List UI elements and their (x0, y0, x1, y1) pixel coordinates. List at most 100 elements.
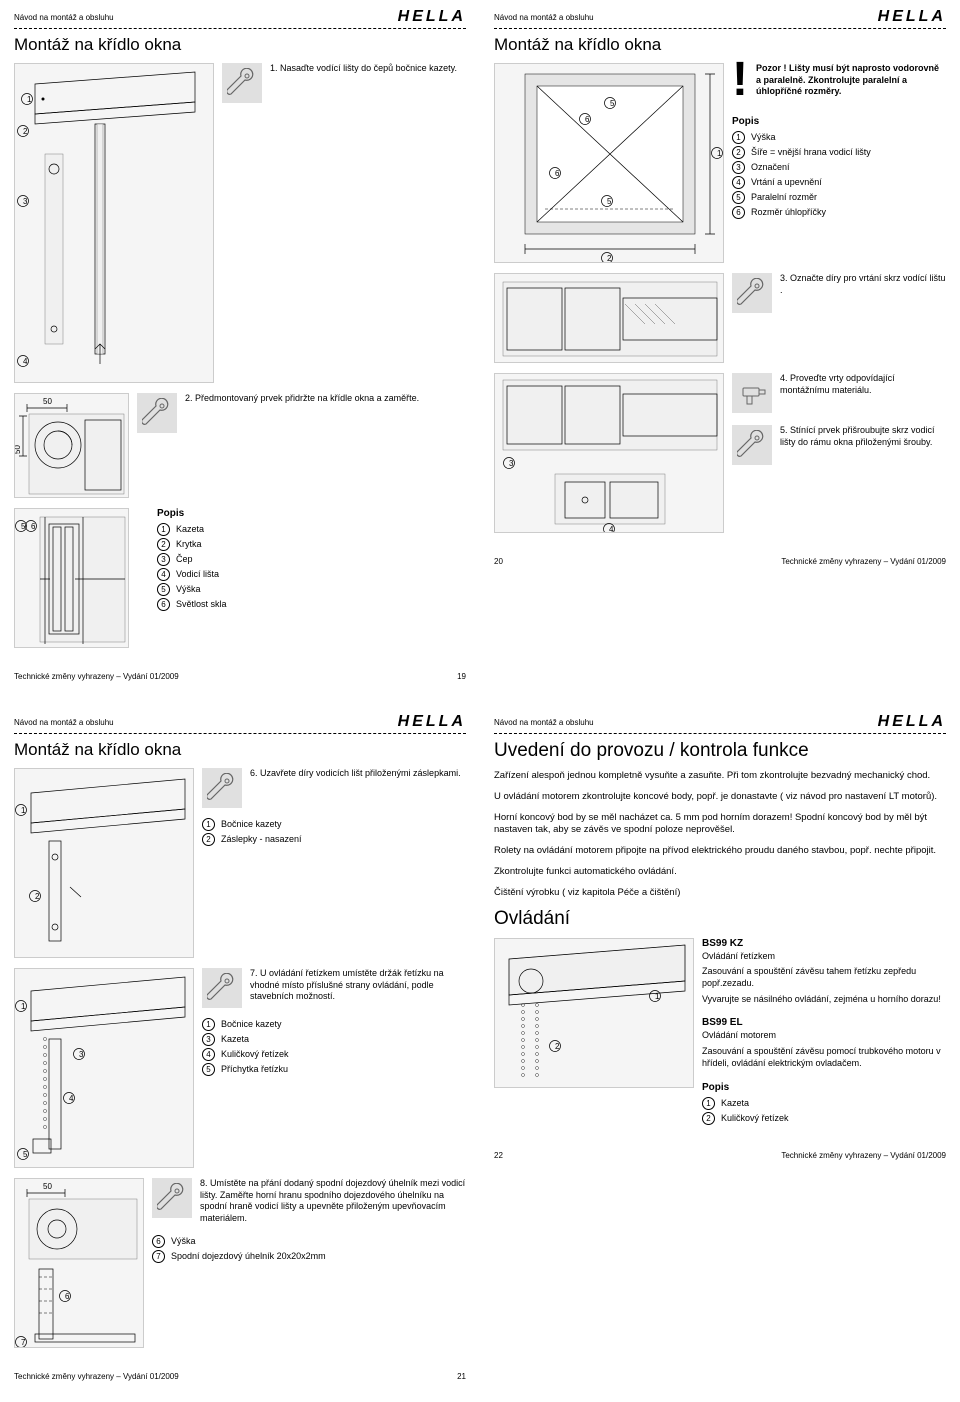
popis-item: 5Příchytka řetízku (202, 1063, 466, 1076)
page-footer: Technické změny vyhrazeny – Vydání 01/20… (14, 1368, 466, 1381)
step6-row: 1 2 6. Uzavřete díry vodicích lišt přilo… (14, 768, 466, 958)
diagram-window-front: 2 1 5 5 6 6 (494, 63, 724, 263)
popis-number: 2 (157, 538, 170, 551)
popis-label: Rozměr úhlopříčky (751, 207, 826, 217)
step1-row: 1 2 3 4 1. Nasaďte (14, 63, 466, 383)
popis-number: 3 (157, 553, 170, 566)
step7-row: 1 3 4 5 7. U ovládání řetízkem umístěte … (14, 968, 466, 1168)
popis-list-19: 1Kazeta2Krytka3Čep4Vodicí lišta5Výška6Sv… (157, 523, 466, 611)
page-header: Návod na montáž a obsluhu HELLA (14, 713, 466, 734)
popis-number: 7 (152, 1250, 165, 1263)
popis-list-22: 1Kazeta2Kuličkový řetízek (702, 1097, 946, 1125)
popis-list-20: 1Výška2Šíře = vnější hrana vodicí lišty3… (732, 131, 946, 219)
step6-text: 6. Uzavřete díry vodicích lišt přiložený… (250, 768, 461, 780)
el-text: Zasouvání a spouštění závěsu pomocí trub… (702, 1046, 946, 1069)
wrench-icon (202, 968, 242, 1008)
popis-number: 4 (732, 176, 745, 189)
step2-text-col: 2. Předmontovaný prvek přidržte na křídl… (137, 393, 466, 498)
kz-text2: Vyvarujte se násilného ovládání, zejména… (702, 994, 946, 1006)
popis-label: Kazeta (721, 1098, 749, 1108)
wrench-icon (732, 425, 772, 465)
step6-col: 6. Uzavřete díry vodicích lišt přiložený… (202, 768, 466, 958)
popis-item: 1Výška (732, 131, 946, 144)
wrench-icon (137, 393, 177, 433)
popis-number: 2 (202, 833, 215, 846)
popis-item: 2Krytka (157, 538, 466, 551)
logo: HELLA (878, 8, 946, 26)
popis-label: Kazeta (176, 524, 204, 534)
page-num: 19 (457, 672, 466, 681)
popis-label: Výška (171, 1236, 196, 1246)
popis-label: Šíře = vnější hrana vodicí lišty (751, 147, 871, 157)
page-header: Návod na montáž a obsluhu HELLA (14, 8, 466, 29)
popis-item: 4 Kuličkový řetízek (202, 1048, 466, 1061)
logo: HELLA (878, 713, 946, 731)
footer-text: Technické změny vyhrazeny – Vydání 01/20… (781, 1151, 946, 1160)
popis-item: 2Šíře = vnější hrana vodicí lišty (732, 146, 946, 159)
dim-50-h: 50 (43, 397, 52, 406)
popis-number: 6 (732, 206, 745, 219)
step4-text: 4. Proveďte vrty odpovídající montážnímu… (780, 373, 946, 396)
popis-heading: Popis (157, 508, 466, 519)
popis-number: 4 (202, 1048, 215, 1061)
section-title: Montáž na křídlo okna (14, 35, 466, 55)
popis-item: 5Výška (157, 583, 466, 596)
drill-icon (732, 373, 772, 413)
commissioning-title: Uvedení do provozu / kontrola funkce (494, 740, 946, 762)
step7-col: 7. U ovládání řetízkem umístěte držák ře… (202, 968, 466, 1168)
popis-label: Záslepky - nasazení (221, 834, 302, 844)
popis-list-21-6: 1Bočnice kazety2Záslepky - nasazení (202, 818, 466, 846)
popis-item: 4Vrtání a upevnění (732, 176, 946, 189)
popis-label: Bočnice kazety (221, 1019, 282, 1029)
popis-item: 4 Vodicí lišta (157, 568, 466, 581)
diagram-cross-section: 50 50 (14, 393, 129, 498)
step8-row: 50 6 7 8. Umístěte na přání dodaný spodn… (14, 1178, 466, 1348)
sheet: Návod na montáž a obsluhu HELLA Montáž n… (0, 0, 960, 1395)
kz-text-col: BS99 KZ Ovládání řetízkem Zasouvání a sp… (702, 938, 946, 1127)
page-num: 20 (494, 557, 503, 566)
step1-text: 1. Nasaďte vodící lišty do čepů bočnice … (270, 63, 457, 75)
popis-label: Vodicí lišta (176, 569, 219, 579)
popis-label: Výška (176, 584, 201, 594)
step2-row: 50 50 2. Předmontovaný prvek přidržte na… (14, 393, 466, 498)
kz-sub: Ovládání řetízkem (702, 951, 946, 963)
warn-col: ! Pozor ! Lišty musí být naprosto vodoro… (732, 63, 946, 263)
svg-text:50: 50 (43, 1182, 52, 1191)
step3-col: 3. Označte díry pro vrtání skrz vodící l… (732, 273, 946, 363)
diagram-cassette-top: 1 2 3 4 (14, 63, 214, 383)
wrench-icon (152, 1178, 192, 1218)
section-title: Montáž na křídlo okna (494, 35, 946, 55)
wrench-icon (222, 63, 262, 103)
logo: HELLA (398, 713, 466, 731)
popis-label: Kuličkový řetízek (221, 1049, 289, 1059)
page-header: Návod na montáž a obsluhu HELLA (494, 8, 946, 29)
popis-label: Výška (751, 132, 776, 142)
header-title: Návod na montáž a obsluhu (14, 13, 114, 22)
popis-number: 4 (157, 568, 170, 581)
popis-number: 1 (202, 818, 215, 831)
page-22: Návod na montáž a obsluhu HELLA Uvedení … (480, 695, 960, 1395)
diagram-profile-2: 3 4 (494, 373, 724, 533)
diagram-profile-1 (494, 273, 724, 363)
page-20: Návod na montáž a obsluhu HELLA Montáž n… (480, 0, 960, 695)
step8-text: 8. Umístěte na přání dodaný spodní dojez… (200, 1178, 466, 1225)
diagram-kz: 1 2 (494, 938, 694, 1088)
el-title: BS99 EL (702, 1017, 946, 1028)
para4: Rolety na ovládání motorem připojte na p… (494, 845, 946, 858)
para3: Horní koncový bod by se měl nacházet ca.… (494, 812, 946, 838)
popis-number: 6 (157, 598, 170, 611)
page-footer: 22 Technické změny vyhrazeny – Vydání 01… (494, 1147, 946, 1160)
step1-text-col: 1. Nasaďte vodící lišty do čepů bočnice … (222, 63, 466, 383)
popis-label: Světlost skla (176, 599, 227, 609)
popis-item: 3 Čep (157, 553, 466, 566)
page-num: 21 (457, 1372, 466, 1381)
popis-number: 3 (202, 1033, 215, 1046)
wrench-icon (202, 768, 242, 808)
popis-number: 5 (732, 191, 745, 204)
warning-icon: ! (732, 63, 748, 97)
popis-item: 6 Světlost skla (157, 598, 466, 611)
popis-label: Kuličkový řetízek (721, 1113, 789, 1123)
warn-row: 2 1 5 5 6 6 ! Pozor ! Lišty musí být nap… (494, 63, 946, 263)
popis-label: Čep (176, 554, 193, 564)
popis-heading: Popis (732, 116, 946, 127)
